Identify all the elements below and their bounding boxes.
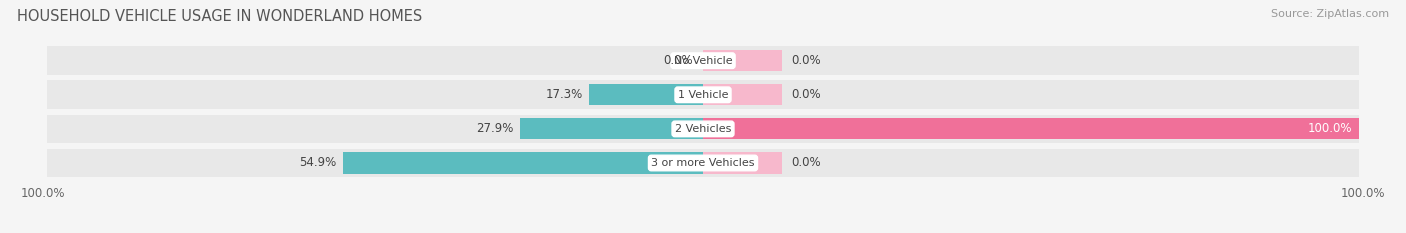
Bar: [703, 149, 1360, 177]
Bar: [589, 84, 703, 105]
Bar: [703, 84, 782, 105]
Bar: [703, 152, 782, 174]
Bar: [703, 115, 1360, 143]
Bar: [343, 152, 703, 174]
Bar: [703, 80, 1360, 109]
Text: 27.9%: 27.9%: [477, 122, 513, 135]
Bar: [703, 46, 1360, 75]
Text: No Vehicle: No Vehicle: [673, 56, 733, 66]
Text: 2 Vehicles: 2 Vehicles: [675, 124, 731, 134]
Text: 100.0%: 100.0%: [21, 187, 65, 200]
Bar: [46, 80, 703, 109]
Text: 0.0%: 0.0%: [792, 157, 821, 169]
Bar: [46, 115, 703, 143]
Bar: [703, 118, 1360, 140]
Text: 100.0%: 100.0%: [1341, 187, 1385, 200]
Text: HOUSEHOLD VEHICLE USAGE IN WONDERLAND HOMES: HOUSEHOLD VEHICLE USAGE IN WONDERLAND HO…: [17, 9, 422, 24]
Text: 54.9%: 54.9%: [299, 157, 336, 169]
Text: 17.3%: 17.3%: [546, 88, 583, 101]
Text: 0.0%: 0.0%: [664, 54, 693, 67]
Text: 3 or more Vehicles: 3 or more Vehicles: [651, 158, 755, 168]
Text: 1 Vehicle: 1 Vehicle: [678, 90, 728, 100]
Bar: [703, 50, 782, 71]
Bar: [46, 46, 703, 75]
Text: 0.0%: 0.0%: [792, 88, 821, 101]
Bar: [46, 149, 703, 177]
Text: 0.0%: 0.0%: [792, 54, 821, 67]
Bar: [520, 118, 703, 140]
Text: Source: ZipAtlas.com: Source: ZipAtlas.com: [1271, 9, 1389, 19]
Text: 100.0%: 100.0%: [1308, 122, 1353, 135]
